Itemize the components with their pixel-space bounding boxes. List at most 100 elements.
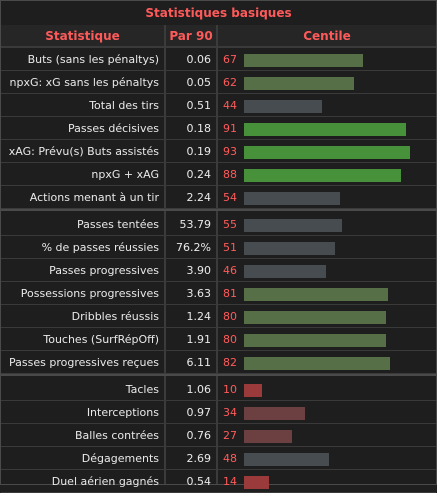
stat-label: Tacles	[125, 382, 159, 396]
per90-value: 76.2%	[176, 240, 211, 254]
percentile-value: 34	[223, 405, 237, 419]
percentile-value: 48	[223, 451, 237, 465]
stat-label: % de passes réussies	[41, 240, 159, 254]
table-row[interactable]: Passes progressives reçues 6.11 82	[1, 351, 436, 374]
percentile-value: 93	[223, 144, 237, 158]
group-separator	[1, 374, 436, 376]
group-separator	[1, 209, 436, 211]
stat-label: Total des tirs	[89, 98, 159, 112]
table-row[interactable]: npxG + xAG 0.24 88	[1, 163, 436, 186]
table-row[interactable]: Passes tentées 53.79 55	[1, 213, 436, 236]
stat-label: Passes progressives	[49, 263, 159, 277]
header-per90[interactable]: Par 90	[166, 25, 216, 48]
percentile-value: 27	[223, 428, 237, 442]
percentile-bar	[244, 407, 305, 420]
per90-value: 0.76	[186, 428, 212, 442]
percentile-bar	[244, 54, 363, 67]
per90-value: 0.19	[186, 144, 212, 158]
table-row[interactable]: Dribbles réussis 1.24 80	[1, 305, 436, 328]
percentile-bar	[244, 430, 292, 443]
table-row[interactable]: Possessions progressives 3.63 81	[1, 282, 436, 305]
percentile-bar	[244, 476, 269, 489]
table-row[interactable]: % de passes réussies 76.2% 51	[1, 236, 436, 259]
table-row[interactable]: Interceptions 0.97 34	[1, 401, 436, 424]
percentile-value: 91	[223, 121, 237, 135]
percentile-value: 82	[223, 355, 237, 369]
percentile-bar	[244, 288, 388, 301]
table-row[interactable]: Actions menant à un tir 2.24 54	[1, 186, 436, 209]
table-row[interactable]: npxG: xG sans les pénaltys 0.05 62	[1, 71, 436, 94]
percentile-bar	[244, 77, 354, 90]
per90-value: 0.54	[186, 474, 212, 488]
percentile-bar	[244, 384, 262, 397]
panel-title: Statistiques basiques	[1, 1, 436, 26]
table-row[interactable]: Buts (sans les pénaltys) 0.06 67	[1, 48, 436, 71]
per90-value: 0.05	[186, 75, 212, 89]
table-row[interactable]: Passes décisives 0.18 91	[1, 117, 436, 140]
per90-value: 3.90	[186, 263, 212, 277]
percentile-value: 55	[223, 217, 237, 231]
per90-value: 1.24	[186, 309, 212, 323]
per90-value: 2.69	[186, 451, 212, 465]
table-row[interactable]: Passes progressives 3.90 46	[1, 259, 436, 282]
stat-label: Balles contrées	[74, 428, 159, 442]
percentile-value: 14	[223, 474, 237, 488]
percentile-value: 88	[223, 167, 237, 181]
percentile-bar	[244, 357, 390, 370]
percentile-bar	[244, 219, 342, 232]
stat-label: Duel aérien gagnés	[51, 474, 159, 488]
percentile-bar	[244, 192, 340, 205]
table-row[interactable]: Total des tirs 0.51 44	[1, 94, 436, 117]
percentile-bar	[244, 123, 406, 136]
percentile-bar	[244, 265, 326, 278]
table-row[interactable]: Touches (SurfRépOff) 1.91 80	[1, 328, 436, 351]
stat-label: Buts (sans les pénaltys)	[27, 52, 159, 66]
table-row[interactable]: xAG: Prévu(s) Buts assistés 0.19 93	[1, 140, 436, 163]
per90-value: 2.24	[186, 190, 212, 204]
percentile-value: 46	[223, 263, 237, 277]
header-stat[interactable]: Statistique	[1, 25, 164, 48]
stat-label: Actions menant à un tir	[29, 190, 159, 204]
per90-value: 6.11	[186, 355, 212, 369]
stat-label: Possessions progressives	[20, 286, 159, 300]
table-row[interactable]: Balles contrées 0.76 27	[1, 424, 436, 447]
percentile-value: 81	[223, 286, 237, 300]
percentile-value: 51	[223, 240, 237, 254]
table-row[interactable]: Tacles 1.06 10	[1, 378, 436, 401]
percentile-bar	[244, 242, 335, 255]
percentile-value: 80	[223, 309, 237, 323]
percentile-bar	[244, 453, 329, 466]
table-row[interactable]: Duel aérien gagnés 0.54 14	[1, 470, 436, 493]
stat-label: Passes décisives	[68, 121, 159, 135]
header-percentile[interactable]: Centile	[218, 25, 436, 48]
stat-label: Interceptions	[86, 405, 159, 419]
stat-label: Dégagements	[81, 451, 159, 465]
column-divider	[216, 25, 218, 484]
per90-value: 3.63	[186, 286, 212, 300]
percentile-bar	[244, 100, 322, 113]
percentile-value: 80	[223, 332, 237, 346]
percentile-bar	[244, 334, 386, 347]
percentile-value: 62	[223, 75, 237, 89]
percentile-bar	[244, 169, 401, 182]
percentile-value: 44	[223, 98, 237, 112]
column-divider	[164, 25, 166, 484]
stat-label: Touches (SurfRépOff)	[43, 332, 159, 346]
stat-label: Dribbles réussis	[71, 309, 159, 323]
per90-value: 0.06	[186, 52, 212, 66]
stat-label: Passes progressives reçues	[9, 355, 159, 369]
percentile-bar	[244, 311, 386, 324]
per90-value: 53.79	[179, 217, 212, 231]
percentile-bar	[244, 146, 410, 159]
per90-value: 0.97	[186, 405, 212, 419]
stat-label: xAG: Prévu(s) Buts assistés	[8, 144, 159, 158]
percentile-value: 67	[223, 52, 237, 66]
table-row[interactable]: Dégagements 2.69 48	[1, 447, 436, 470]
percentile-value: 10	[223, 382, 237, 396]
per90-value: 0.18	[186, 121, 212, 135]
stat-label: Passes tentées	[77, 217, 159, 231]
stat-label: npxG: xG sans les pénaltys	[9, 75, 159, 89]
per90-value: 0.51	[186, 98, 212, 112]
per90-value: 0.24	[186, 167, 212, 181]
